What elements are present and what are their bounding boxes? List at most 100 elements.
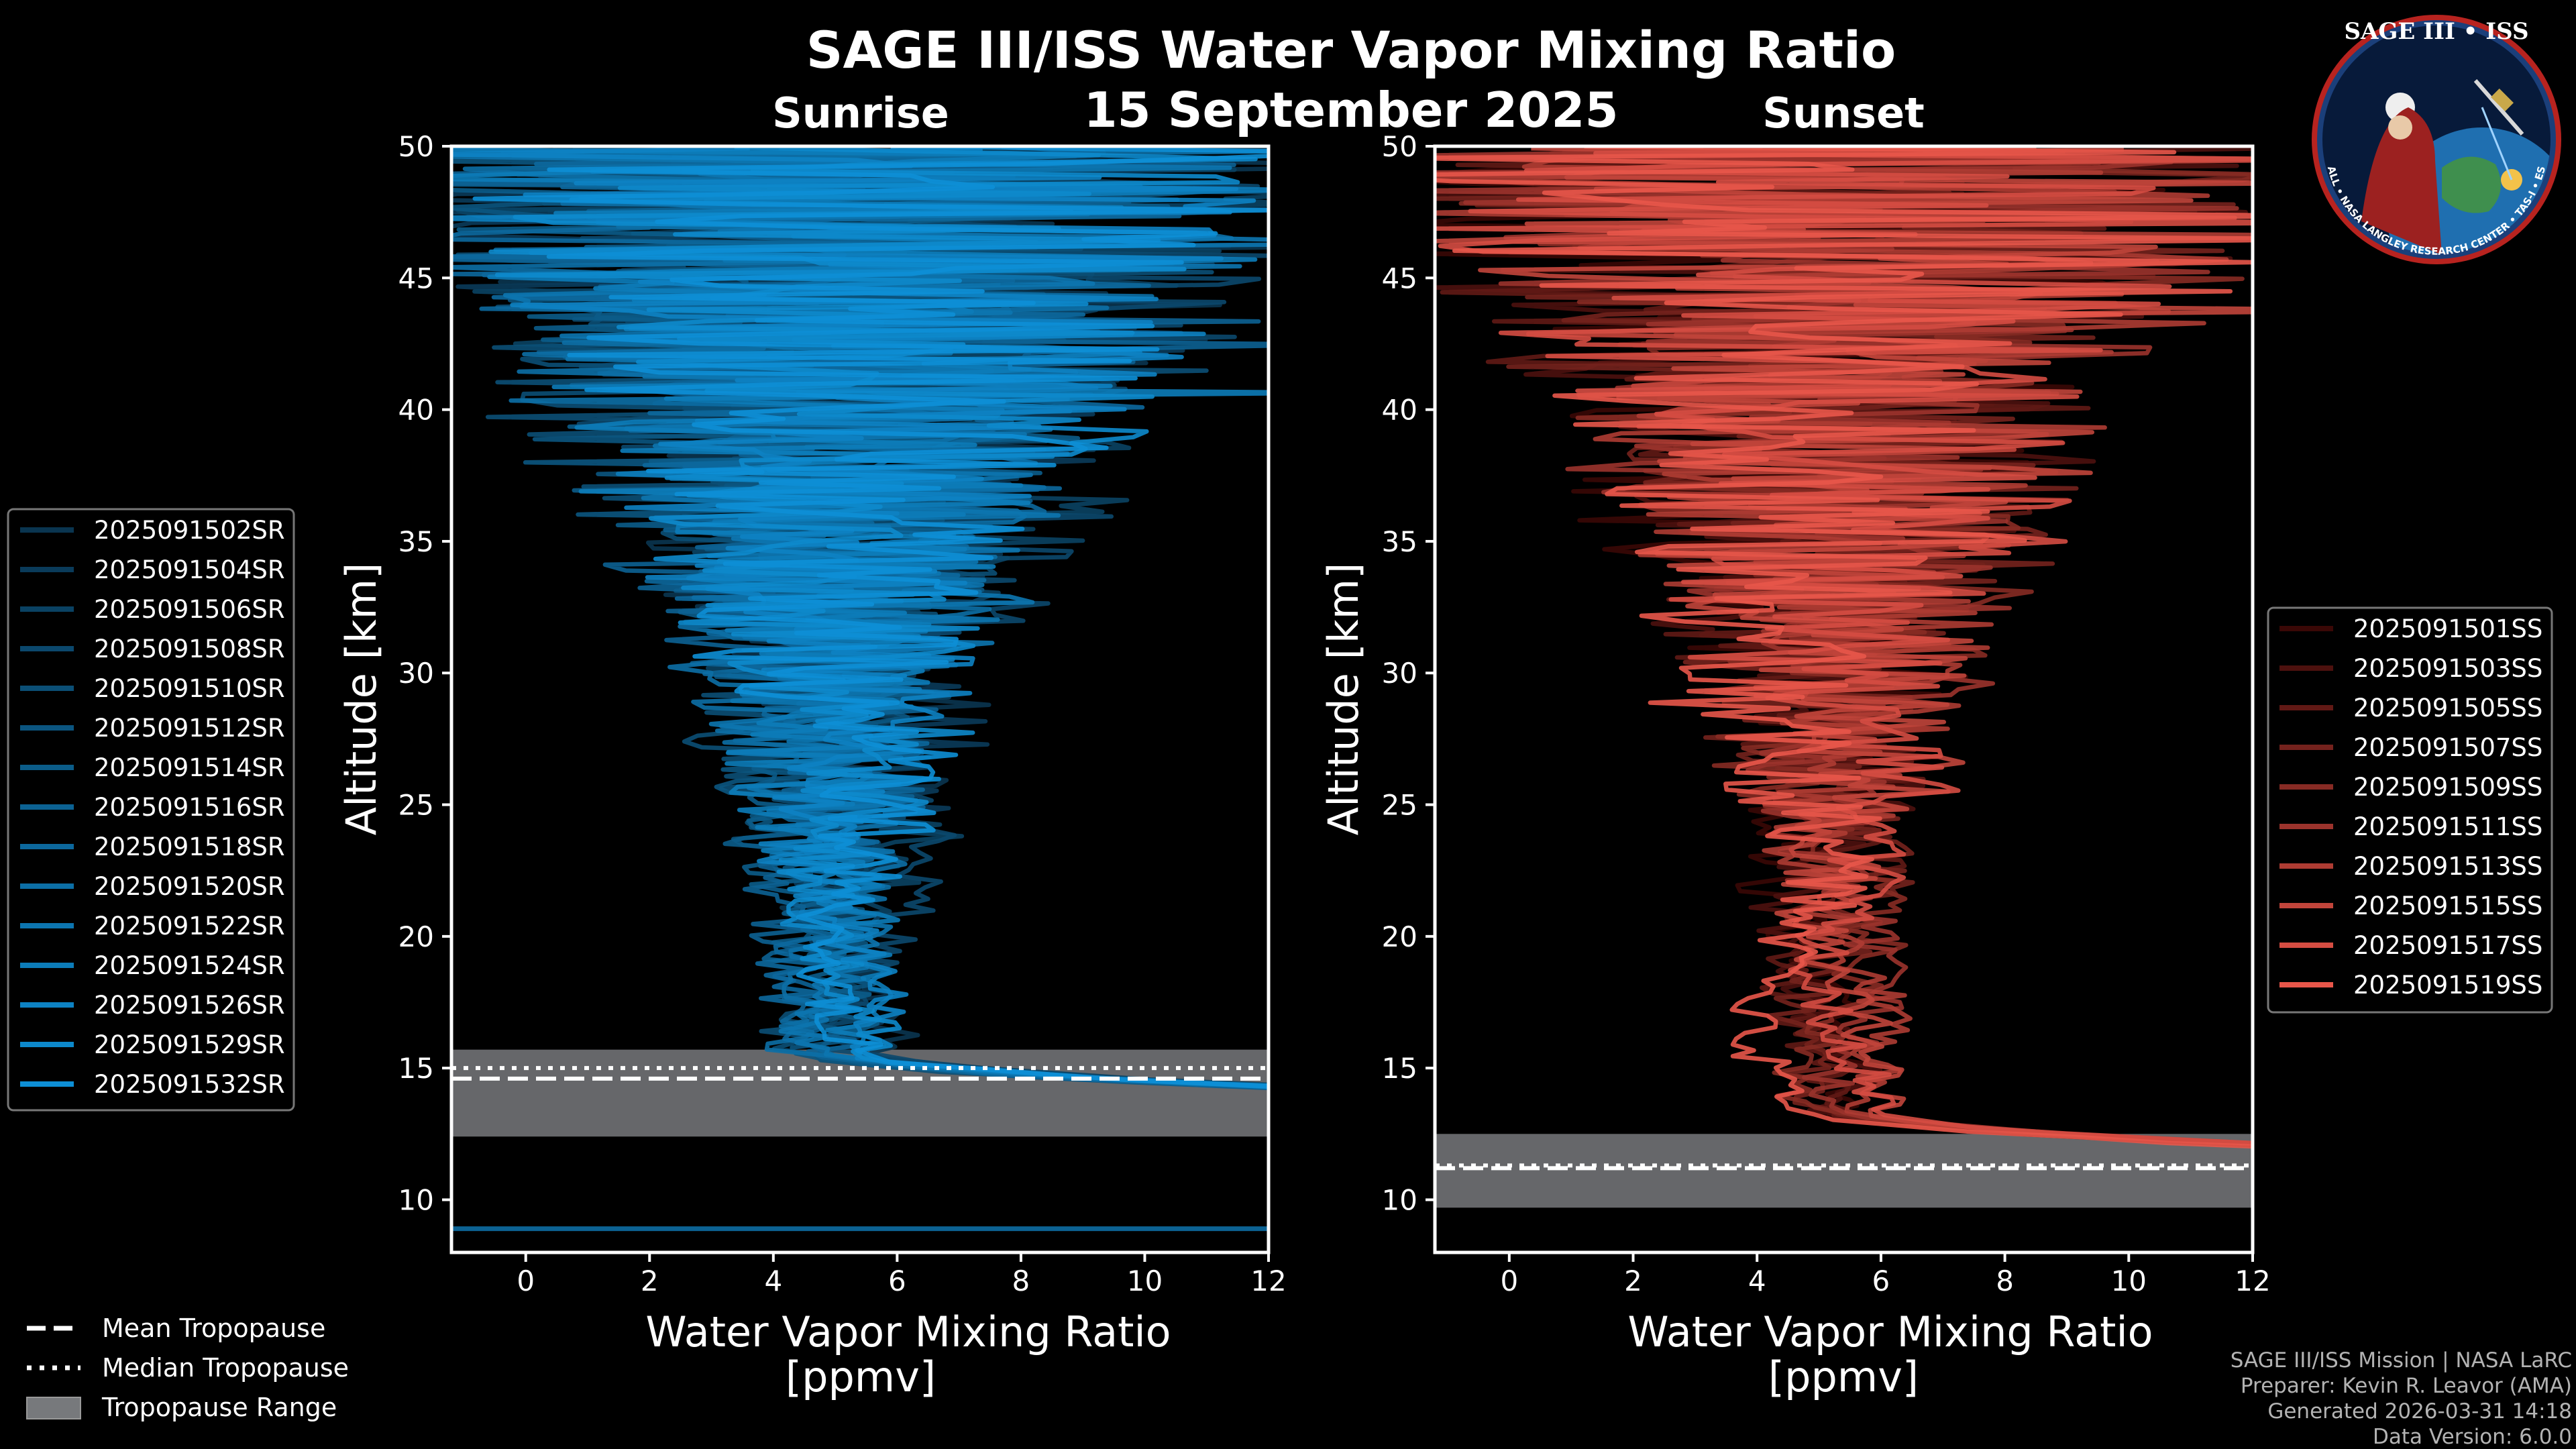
sunset-x-axis-unit: [ppmv] xyxy=(1768,1352,1919,1401)
tropopause-legend: Mean Tropopause Median Tropopause Tropop… xyxy=(26,1313,349,1422)
sunset-legend-box xyxy=(2267,606,2553,1014)
legend-label-2025091501SS: 2025091501SS xyxy=(2353,614,2542,643)
profile-line-2025091519SS xyxy=(1435,146,2253,1149)
sunset-tropopause-lines xyxy=(1435,1163,2253,1171)
y-tick-label: 45 xyxy=(398,262,434,294)
sunset-panel-title: Sunset xyxy=(1762,89,1925,138)
footer-version: Data Version: 6.0.0 xyxy=(2373,1425,2572,1449)
sunrise-plot: 0 2 4 6 8 10 12 10 15 20 25 30 35 40 45 50 Water Vapor… xyxy=(337,130,1287,1401)
y-tick-label: 20 xyxy=(1382,920,1417,953)
y-tick-label: 35 xyxy=(1382,525,1417,558)
sunset-plot: 0 2 4 6 8 10 12 10 15 20 25 30 35 40 45 50 Water Vapor… xyxy=(1319,130,2271,1401)
sunrise-tropopause-lines xyxy=(451,1066,1269,1081)
legend-label-2025091510SR: 2025091510SR xyxy=(94,674,285,703)
y-tick-label: 10 xyxy=(398,1183,434,1216)
figure-date: 15 September 2025 xyxy=(1083,82,1618,138)
logo-figure-robe xyxy=(2361,107,2442,254)
y-tick-label: 20 xyxy=(398,920,434,953)
y-tick-label: 45 xyxy=(1382,262,1417,294)
x-tick-label: 0 xyxy=(517,1265,535,1297)
sunrise-legend: 2025091502SR 2025091504SR 2025091506SR 2025… xyxy=(7,508,295,1112)
legend-label-2025091507SS: 2025091507SS xyxy=(2353,733,2542,762)
legend-label-2025091529SR: 2025091529SR xyxy=(94,1030,285,1059)
legend-label-2025091506SR: 2025091506SR xyxy=(94,595,285,624)
profile-line-2025091517SS xyxy=(1435,146,2253,1146)
legend-label-2025091503SS: 2025091503SS xyxy=(2353,654,2542,683)
legend-label-2025091515SS: 2025091515SS xyxy=(2353,892,2542,920)
x-tick-label: 10 xyxy=(1127,1265,1163,1297)
legend-label-2025091526SR: 2025091526SR xyxy=(94,991,285,1020)
sunset-profiles xyxy=(1435,146,2253,1149)
legend-label-2025091505SS: 2025091505SS xyxy=(2353,694,2542,722)
footer-mission: SAGE III/ISS Mission | NASA LaRC xyxy=(2231,1348,2572,1373)
sunrise-plot-frame xyxy=(449,144,1271,1254)
footer-generated: Generated 2026-03-31 14:18 xyxy=(2267,1399,2572,1424)
median-tropopause-label: Median Tropopause xyxy=(102,1353,349,1383)
legend-label-2025091517SS: 2025091517SS xyxy=(2353,931,2542,960)
sunrise-x-axis-label: Water Vapor Mixing Ratio xyxy=(645,1307,1171,1356)
sunrise-panel-title: Sunrise xyxy=(772,89,949,138)
sunrise-x-axis: 0 2 4 6 8 10 12 xyxy=(517,1252,1287,1297)
legend-label-2025091519SS: 2025091519SS xyxy=(2353,971,2542,1000)
tropopause-range-band xyxy=(1435,1134,2253,1208)
sunset-y-axis: 10 15 20 25 30 35 40 45 50 xyxy=(1382,130,1435,1216)
sunset-tropopause-layer xyxy=(1435,1134,2253,1208)
logo-occultation-ray xyxy=(2481,107,2513,180)
x-tick-label: 12 xyxy=(2235,1265,2270,1297)
x-tick-label: 2 xyxy=(1624,1265,1642,1297)
figure-title: SAGE III/ISS Water Vapor Mixing Ratio xyxy=(806,20,1896,80)
y-tick-label: 35 xyxy=(398,525,434,558)
y-tick-label: 10 xyxy=(1382,1183,1417,1216)
legend-label-2025091502SR: 2025091502SR xyxy=(94,516,285,545)
x-tick-label: 0 xyxy=(1500,1265,1518,1297)
sunrise-legend-box xyxy=(7,508,295,1112)
profile-line-2025091507SS xyxy=(1435,146,2253,1146)
y-tick-label: 50 xyxy=(398,130,434,163)
legend-label-2025091532SR: 2025091532SR xyxy=(94,1070,285,1099)
sunset-x-axis-label: Water Vapor Mixing Ratio xyxy=(1627,1307,2153,1356)
logo-title-text: SAGE III • ISS xyxy=(2344,18,2528,45)
sunset-plot-frame xyxy=(1433,144,2255,1254)
x-tick-label: 4 xyxy=(1748,1265,1766,1297)
x-tick-label: 12 xyxy=(1250,1265,1286,1297)
legend-label-2025091511SS: 2025091511SS xyxy=(2353,812,2542,841)
x-tick-label: 10 xyxy=(2111,1265,2147,1297)
mean-tropopause-label: Mean Tropopause xyxy=(102,1313,325,1343)
legend-label-2025091508SR: 2025091508SR xyxy=(94,635,285,663)
tropopause-range-swatch xyxy=(26,1397,81,1419)
sunrise-profiles xyxy=(451,146,1269,1232)
y-tick-label: 25 xyxy=(398,789,434,822)
legend-label-2025091516SR: 2025091516SR xyxy=(94,793,285,822)
legend-label-2025091518SR: 2025091518SR xyxy=(94,833,285,861)
legend-label-2025091512SR: 2025091512SR xyxy=(94,714,285,743)
legend-label-2025091504SR: 2025091504SR xyxy=(94,555,285,584)
y-tick-label: 40 xyxy=(1382,394,1417,427)
y-tick-label: 50 xyxy=(1382,130,1417,163)
y-tick-label: 40 xyxy=(398,394,434,427)
x-tick-label: 8 xyxy=(1996,1265,2014,1297)
y-tick-label: 15 xyxy=(398,1052,434,1085)
x-tick-label: 2 xyxy=(641,1265,659,1297)
legend-label-2025091513SS: 2025091513SS xyxy=(2353,852,2542,881)
x-tick-label: 4 xyxy=(764,1265,782,1297)
legend-label-2025091509SS: 2025091509SS xyxy=(2353,773,2542,802)
tropopause-range-label: Tropopause Range xyxy=(101,1393,337,1422)
sunrise-y-axis: 10 15 20 25 30 35 40 45 50 xyxy=(398,130,451,1216)
sunset-x-axis: 0 2 4 6 8 10 12 xyxy=(1500,1252,2271,1297)
legend-label-2025091514SR: 2025091514SR xyxy=(94,753,285,782)
profile-line-2025091532SR xyxy=(472,146,1269,1089)
y-tick-label: 15 xyxy=(1382,1052,1417,1085)
y-tick-label: 25 xyxy=(1382,789,1417,822)
sunrise-x-axis-unit: [ppmv] xyxy=(786,1352,936,1401)
logo-figure-head xyxy=(2388,115,2412,140)
logo-iss-module xyxy=(2491,89,2514,111)
sunset-legend: 2025091501SS 2025091503SS 2025091505SS 2025… xyxy=(2267,606,2553,1014)
sunset-y-axis-label: Altitude [km] xyxy=(1319,563,1368,836)
sunrise-y-axis-label: Altitude [km] xyxy=(337,563,386,836)
x-tick-label: 8 xyxy=(1012,1265,1030,1297)
y-tick-label: 30 xyxy=(398,657,434,690)
x-tick-label: 6 xyxy=(888,1265,906,1297)
footer-preparer: Preparer: Kevin R. Leavor (AMA) xyxy=(2241,1374,2572,1398)
legend-label-2025091524SR: 2025091524SR xyxy=(94,951,285,980)
